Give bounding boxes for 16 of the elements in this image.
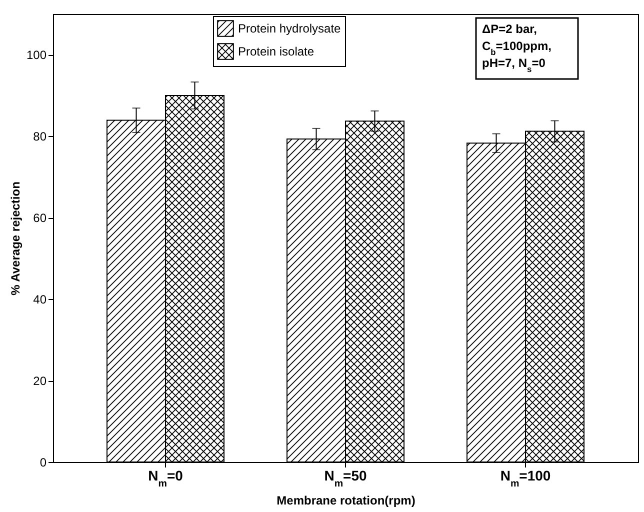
legend-label: Protein isolate — [238, 44, 314, 58]
annotation: pH=7, N$_{s}$=0 — [482, 56, 546, 74]
y-tick-label: 40 — [33, 292, 47, 307]
legend-label: Protein hydrolysate — [238, 22, 342, 36]
annotation: C$_{b}$=100ppm, — [482, 39, 552, 57]
x-tick-label: N$_{m}$=50 — [324, 468, 368, 489]
annotation: ΔP=2 bar, — [482, 22, 537, 36]
y-tick-label: 80 — [33, 130, 47, 144]
y-tick-label: 0 — [40, 456, 47, 470]
x-tick-label: N$_{m}$=0 — [148, 468, 184, 489]
x-axis-title: Membrane rotation(rpm) — [276, 494, 416, 508]
x-tick-label: N$_{m}$=100 — [500, 468, 551, 489]
y-tick-label: 60 — [33, 211, 47, 226]
y-axis-title: % Average rejection — [8, 182, 22, 296]
y-tick-label: 100 — [26, 48, 47, 62]
y-tick-label: 20 — [33, 374, 47, 388]
